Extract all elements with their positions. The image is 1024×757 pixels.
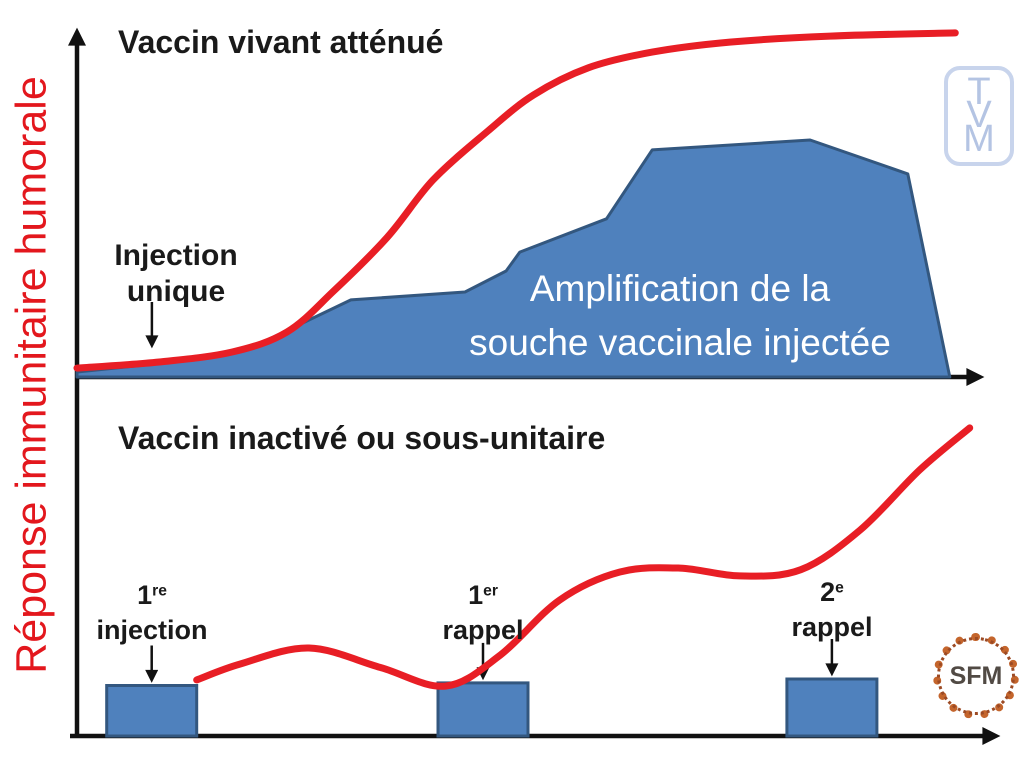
amplification-label-line2: souche vaccinale injectée — [469, 321, 891, 363]
antigen-dose-bar — [436, 681, 530, 738]
injection-unique-line1: Injection — [114, 239, 238, 272]
amplification-label-line1: Amplification de la — [529, 268, 831, 309]
injection-unique-line2: unique — [126, 275, 226, 308]
bar-label-first-rappel-word: rappel — [442, 615, 524, 646]
antigen-dose-bar — [105, 684, 199, 738]
amplification-label: Amplification de la souche vaccinale inj… — [469, 262, 891, 369]
tvm-logo-letter-m: M — [963, 117, 995, 160]
sfm-logo: SFM — [933, 633, 1019, 719]
top-response-curve — [73, 29, 959, 372]
tvm-logo: T V M — [944, 66, 1014, 166]
bar-label-first-injection-ordinal: 1re — [96, 578, 207, 613]
sfm-logo-text: SFM — [949, 661, 1003, 690]
ordinal-suffix: er — [483, 582, 498, 600]
bar-label-first-rappel-ordinal: 1er — [442, 578, 523, 613]
bar-label-first-injection: 1re injection — [96, 578, 207, 648]
ordinal-number: 2 — [820, 577, 836, 607]
y-axis-label: Réponse immunitaire humorale — [7, 76, 56, 674]
top-panel-title: Vaccin vivant atténué — [118, 24, 444, 60]
ordinal-number: 1 — [468, 580, 484, 610]
antigen-dose-bar — [785, 677, 879, 738]
bottom-response-curve — [193, 424, 974, 690]
tvm-logo-letter-t: T — [967, 70, 991, 113]
injection-unique-label: Injection unique — [114, 238, 237, 310]
tvm-logo-letter-v: V — [966, 94, 992, 137]
ordinal-number: 1 — [137, 580, 153, 610]
ordinal-suffix: re — [152, 582, 167, 600]
bar-label-second-rappel-ordinal: 2e — [791, 575, 872, 610]
bar-label-second-rappel-word: rappel — [791, 612, 873, 643]
bar-label-first-injection-word: injection — [96, 615, 208, 646]
bar-label-second-rappel: 2e rappel — [791, 575, 872, 645]
ordinal-suffix: e — [835, 579, 844, 597]
bottom-panel-title: Vaccin inactivé ou sous-unitaire — [118, 420, 606, 456]
bar-label-first-rappel: 1er rappel — [442, 578, 523, 648]
